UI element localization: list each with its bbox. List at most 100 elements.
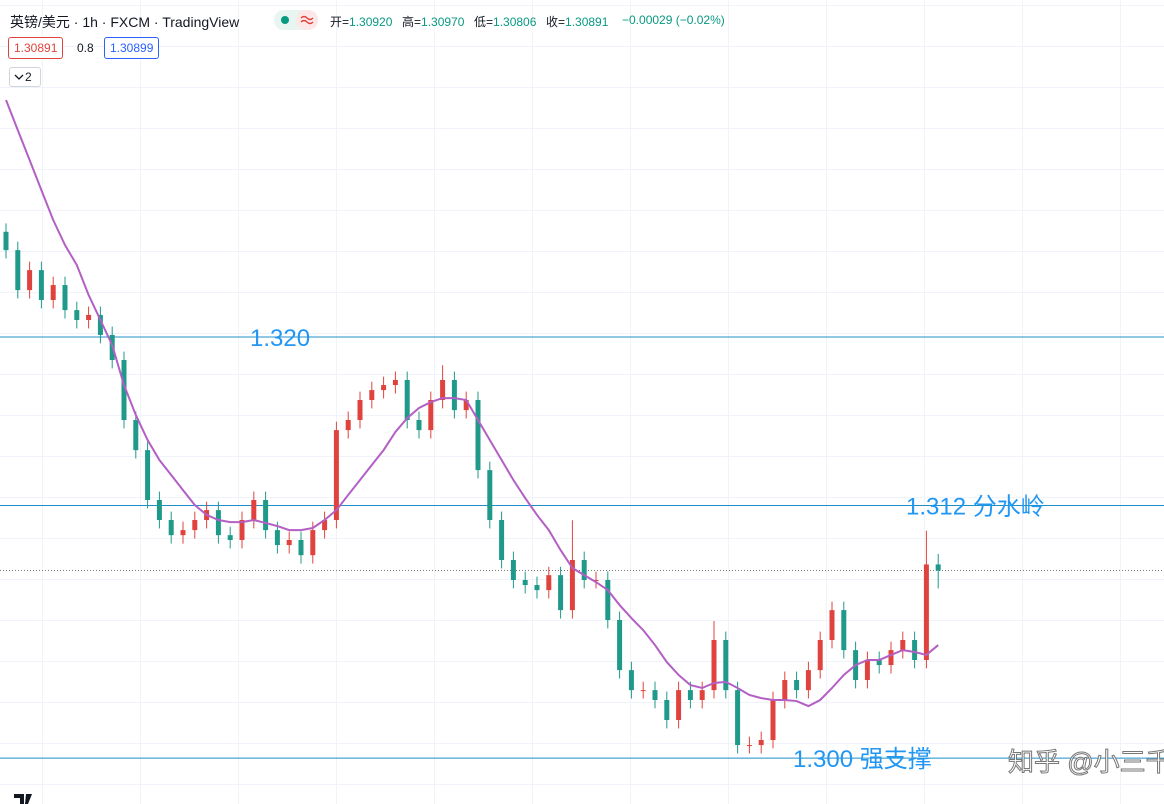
candle-body — [581, 560, 587, 580]
quote-item: 开=1.30920 — [330, 13, 392, 30]
candle-body — [676, 690, 682, 720]
collapse-button[interactable]: 2 — [9, 67, 41, 87]
status-badge[interactable] — [274, 10, 322, 30]
candle-body — [357, 400, 363, 420]
candle-body — [558, 575, 564, 611]
quote-value: 1.30891 — [565, 15, 609, 29]
candle-body — [62, 285, 68, 311]
watermark: 知乎 @小三千 — [1008, 747, 1164, 778]
candle-body — [15, 250, 21, 291]
candle-body — [735, 690, 741, 746]
candle-body — [758, 740, 764, 746]
candle-body — [86, 314, 92, 320]
candle-body — [404, 380, 410, 420]
candle-body — [463, 400, 469, 411]
candle-body — [617, 620, 623, 671]
indicator-count: 2 — [25, 70, 32, 84]
candle-body — [723, 640, 729, 691]
candle-body — [156, 500, 162, 520]
spread: 0.8 — [77, 41, 94, 55]
candle-body — [652, 690, 658, 700]
candle-body — [829, 610, 835, 640]
candle-body — [345, 420, 351, 431]
candle-body — [522, 580, 528, 586]
candle-body — [605, 580, 611, 620]
candle-body — [935, 564, 941, 571]
candle-body — [876, 660, 882, 666]
candle-body — [440, 380, 446, 400]
candle-body — [27, 270, 33, 291]
candle-body — [227, 535, 233, 540]
quote-value: 1.30920 — [349, 15, 393, 29]
quote-label: 低= — [474, 15, 494, 29]
quote-item: 低=1.30806 — [474, 13, 536, 30]
candle-body — [746, 745, 752, 747]
candle-body — [888, 650, 894, 666]
candle-body — [687, 690, 693, 700]
candle-body — [168, 520, 174, 536]
candle-body — [416, 420, 422, 431]
candle-body — [770, 700, 776, 740]
candle-body — [499, 520, 505, 560]
candle-body — [369, 390, 375, 400]
candle-body — [133, 420, 139, 451]
quote-label: 高= — [402, 15, 422, 29]
chevron-icon — [14, 74, 24, 80]
candle-body — [392, 380, 398, 386]
candle-body — [74, 310, 80, 320]
annotation-label: 1.300 强支撑 — [793, 746, 932, 773]
candle-body — [817, 640, 823, 671]
price-change: −0.00029 (−0.02%) — [622, 13, 725, 27]
candle-body — [864, 660, 870, 680]
candle-body — [640, 690, 646, 692]
candle-body — [333, 430, 339, 520]
candle-body — [805, 670, 811, 691]
tradingview-logo — [14, 794, 32, 804]
candle-body — [510, 560, 516, 580]
annotation-label: 1.320 — [250, 325, 310, 352]
quote-label: 收= — [546, 15, 566, 29]
candle-body — [310, 530, 316, 556]
candle-body — [475, 400, 481, 471]
candle-body — [192, 520, 198, 531]
candle-body — [50, 285, 56, 300]
moving-average — [5, 99, 939, 708]
candle-body — [628, 670, 634, 691]
candle-body — [923, 564, 929, 660]
candle-body — [794, 680, 800, 691]
candle-body — [900, 640, 906, 651]
candle-body — [121, 360, 127, 420]
candle-body — [428, 400, 434, 431]
candle-body — [215, 510, 221, 536]
candle-body — [381, 385, 387, 391]
candle-body — [180, 530, 186, 536]
candle-body — [239, 520, 245, 540]
quote-item: 高=1.30970 — [402, 13, 464, 30]
candle-body — [286, 540, 292, 546]
buy-price[interactable]: 1.30899 — [104, 37, 160, 59]
symbol-title[interactable]: 英镑/美元 · 1h · FXCM · TradingView — [10, 14, 240, 30]
candle-body — [664, 700, 670, 720]
candle-body — [145, 450, 151, 500]
candle-body — [912, 640, 918, 660]
candle-body — [546, 575, 552, 591]
candle-body — [451, 380, 457, 411]
candle-body — [569, 560, 575, 611]
candle-body — [534, 585, 540, 591]
candle-body — [97, 314, 103, 335]
quote-label: 开= — [330, 15, 350, 29]
candle-body — [251, 500, 257, 520]
candle-body — [263, 500, 269, 531]
candle-body — [699, 690, 705, 700]
quote-item: 收=1.30891 — [546, 13, 608, 30]
sell-price[interactable]: 1.30891 — [8, 37, 64, 59]
candle-body — [274, 530, 280, 546]
candle-body — [782, 680, 788, 700]
candle-body — [487, 470, 493, 520]
annotation-label: 1.312 分水岭 — [906, 493, 1045, 520]
candle-body — [593, 580, 599, 581]
candle-body — [711, 640, 717, 691]
candle-body — [38, 270, 44, 300]
